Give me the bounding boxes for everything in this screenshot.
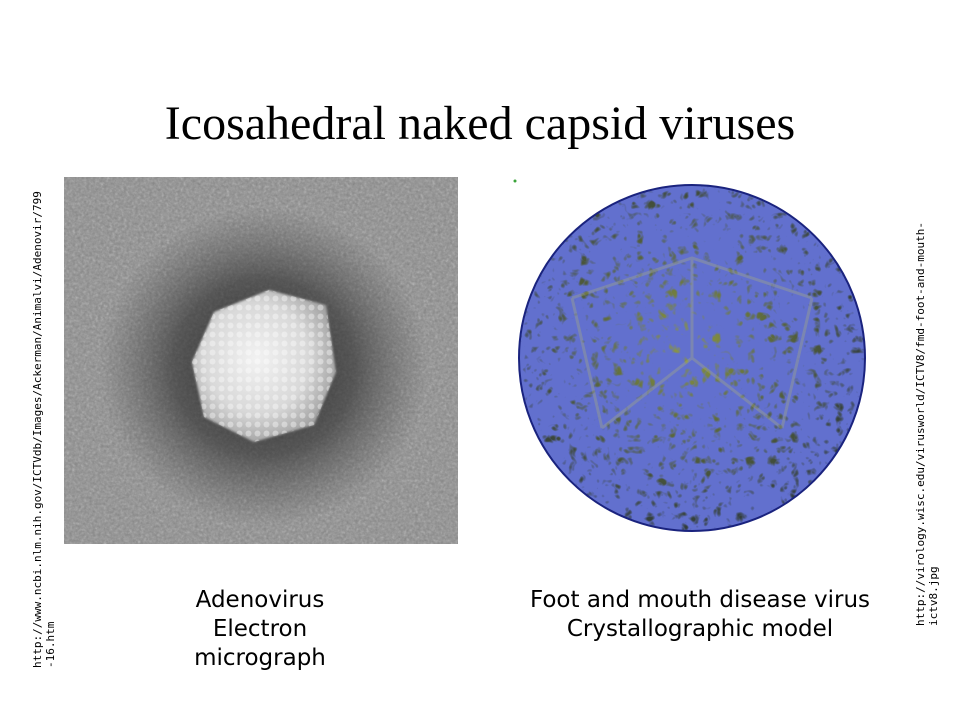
source-line: ictv8.jpg [927,566,940,626]
adenovirus-caption: Adenovirus Electron micrograph [160,586,360,673]
caption-line: Electron [212,616,308,642]
source-line: http://virology.wisc.edu/virusworld/ICTV… [914,222,927,626]
fmdv-crystallographic-model [512,178,872,540]
slide-title: Icosahedral naked capsid viruses [164,97,796,150]
source-line: -16.htm [44,621,57,668]
caption-line: Crystallographic model [566,616,834,642]
fmdv-source-url: http://virology.wisc.edu/virusworld/ICTV… [914,222,940,626]
caption-line: micrograph [194,645,326,671]
caption-line: Foot and mouth disease virus [529,587,871,613]
adenovirus-source-url: http://www.ncbi.nlm.nih.gov/ICTVdb/Image… [31,191,57,668]
source-line: http://www.ncbi.nlm.nih.gov/ICTVdb/Image… [31,191,44,668]
caption-line: Adenovirus [195,587,325,613]
adenovirus-micrograph [64,177,458,544]
fmdv-caption: Foot and mouth disease virus Crystallogr… [500,586,900,644]
